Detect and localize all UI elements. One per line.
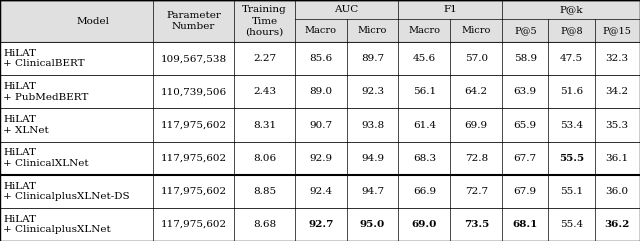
Bar bbox=[0, 208, 640, 241]
Text: 34.2: 34.2 bbox=[605, 87, 629, 96]
Bar bbox=[0, 42, 640, 75]
Text: P@8: P@8 bbox=[560, 26, 583, 35]
Text: Macro: Macro bbox=[408, 26, 440, 35]
Text: 92.3: 92.3 bbox=[361, 87, 384, 96]
Text: Macro: Macro bbox=[305, 26, 337, 35]
Text: HiLAT
+ ClinicalBERT: HiLAT + ClinicalBERT bbox=[3, 49, 85, 68]
Text: Micro: Micro bbox=[358, 26, 387, 35]
Text: Micro: Micro bbox=[461, 26, 491, 35]
Text: HiLAT
+ ClinicalplusXLNet: HiLAT + ClinicalplusXLNet bbox=[3, 215, 111, 234]
Text: 117,975,602: 117,975,602 bbox=[161, 220, 227, 229]
Text: 36.2: 36.2 bbox=[605, 220, 630, 229]
Text: HiLAT
+ ClinicalXLNet: HiLAT + ClinicalXLNet bbox=[3, 148, 89, 168]
Text: 110,739,506: 110,739,506 bbox=[161, 87, 227, 96]
Text: 2.27: 2.27 bbox=[253, 54, 276, 63]
Text: 92.4: 92.4 bbox=[309, 187, 332, 196]
Text: 61.4: 61.4 bbox=[413, 120, 436, 129]
Text: 36.1: 36.1 bbox=[605, 154, 629, 163]
Text: 67.9: 67.9 bbox=[514, 187, 537, 196]
Text: 69.9: 69.9 bbox=[465, 120, 488, 129]
Text: 35.3: 35.3 bbox=[605, 120, 629, 129]
Bar bbox=[0, 175, 640, 208]
Text: 55.5: 55.5 bbox=[559, 154, 584, 163]
Text: 92.7: 92.7 bbox=[308, 220, 333, 229]
Text: 94.9: 94.9 bbox=[361, 154, 384, 163]
Text: HiLAT
+ PubMedBERT: HiLAT + PubMedBERT bbox=[3, 82, 88, 101]
Bar bbox=[0, 142, 640, 175]
Text: 72.8: 72.8 bbox=[465, 154, 488, 163]
Text: Training
Time
(hours): Training Time (hours) bbox=[242, 6, 287, 37]
Bar bbox=[0, 75, 640, 108]
Text: 85.6: 85.6 bbox=[309, 54, 332, 63]
Text: 95.0: 95.0 bbox=[360, 220, 385, 229]
Text: 117,975,602: 117,975,602 bbox=[161, 120, 227, 129]
Text: HiLAT
+ ClinicalplusXLNet-DS: HiLAT + ClinicalplusXLNet-DS bbox=[3, 182, 130, 201]
Text: 51.6: 51.6 bbox=[560, 87, 583, 96]
Text: 117,975,602: 117,975,602 bbox=[161, 154, 227, 163]
Bar bbox=[0, 108, 640, 141]
Text: 36.0: 36.0 bbox=[605, 187, 629, 196]
Text: 93.8: 93.8 bbox=[361, 120, 384, 129]
Text: 8.31: 8.31 bbox=[253, 120, 276, 129]
Text: 109,567,538: 109,567,538 bbox=[161, 54, 227, 63]
Text: 47.5: 47.5 bbox=[560, 54, 583, 63]
Text: 58.9: 58.9 bbox=[514, 54, 537, 63]
Text: 55.1: 55.1 bbox=[560, 187, 583, 196]
Text: Parameter
Number: Parameter Number bbox=[166, 11, 221, 31]
Text: 8.06: 8.06 bbox=[253, 154, 276, 163]
Text: 89.7: 89.7 bbox=[361, 54, 384, 63]
Text: 68.3: 68.3 bbox=[413, 154, 436, 163]
Text: 32.3: 32.3 bbox=[605, 54, 629, 63]
Text: 53.4: 53.4 bbox=[560, 120, 583, 129]
Text: 45.6: 45.6 bbox=[413, 54, 436, 63]
Text: 63.9: 63.9 bbox=[514, 87, 537, 96]
Text: P@k: P@k bbox=[559, 5, 583, 14]
Text: 90.7: 90.7 bbox=[309, 120, 332, 129]
Text: 2.43: 2.43 bbox=[253, 87, 276, 96]
Text: 92.9: 92.9 bbox=[309, 154, 332, 163]
Text: 8.85: 8.85 bbox=[253, 187, 276, 196]
Text: 117,975,602: 117,975,602 bbox=[161, 187, 227, 196]
Text: Model: Model bbox=[76, 17, 109, 26]
Text: 69.0: 69.0 bbox=[412, 220, 437, 229]
Text: 8.68: 8.68 bbox=[253, 220, 276, 229]
Text: 73.5: 73.5 bbox=[463, 220, 489, 229]
Text: 89.0: 89.0 bbox=[309, 87, 332, 96]
Text: HiLAT
+ XLNet: HiLAT + XLNet bbox=[3, 115, 49, 135]
Text: 67.7: 67.7 bbox=[514, 154, 537, 163]
Text: 57.0: 57.0 bbox=[465, 54, 488, 63]
Bar bbox=[0, 0, 640, 42]
Text: P@5: P@5 bbox=[514, 26, 536, 35]
Text: 65.9: 65.9 bbox=[514, 120, 537, 129]
Text: P@15: P@15 bbox=[603, 26, 632, 35]
Text: 68.1: 68.1 bbox=[513, 220, 538, 229]
Text: 72.7: 72.7 bbox=[465, 187, 488, 196]
Text: 64.2: 64.2 bbox=[465, 87, 488, 96]
Text: F1: F1 bbox=[444, 5, 457, 14]
Text: 94.7: 94.7 bbox=[361, 187, 384, 196]
Text: 56.1: 56.1 bbox=[413, 87, 436, 96]
Text: 55.4: 55.4 bbox=[560, 220, 583, 229]
Text: 66.9: 66.9 bbox=[413, 187, 436, 196]
Text: AUC: AUC bbox=[335, 5, 359, 14]
